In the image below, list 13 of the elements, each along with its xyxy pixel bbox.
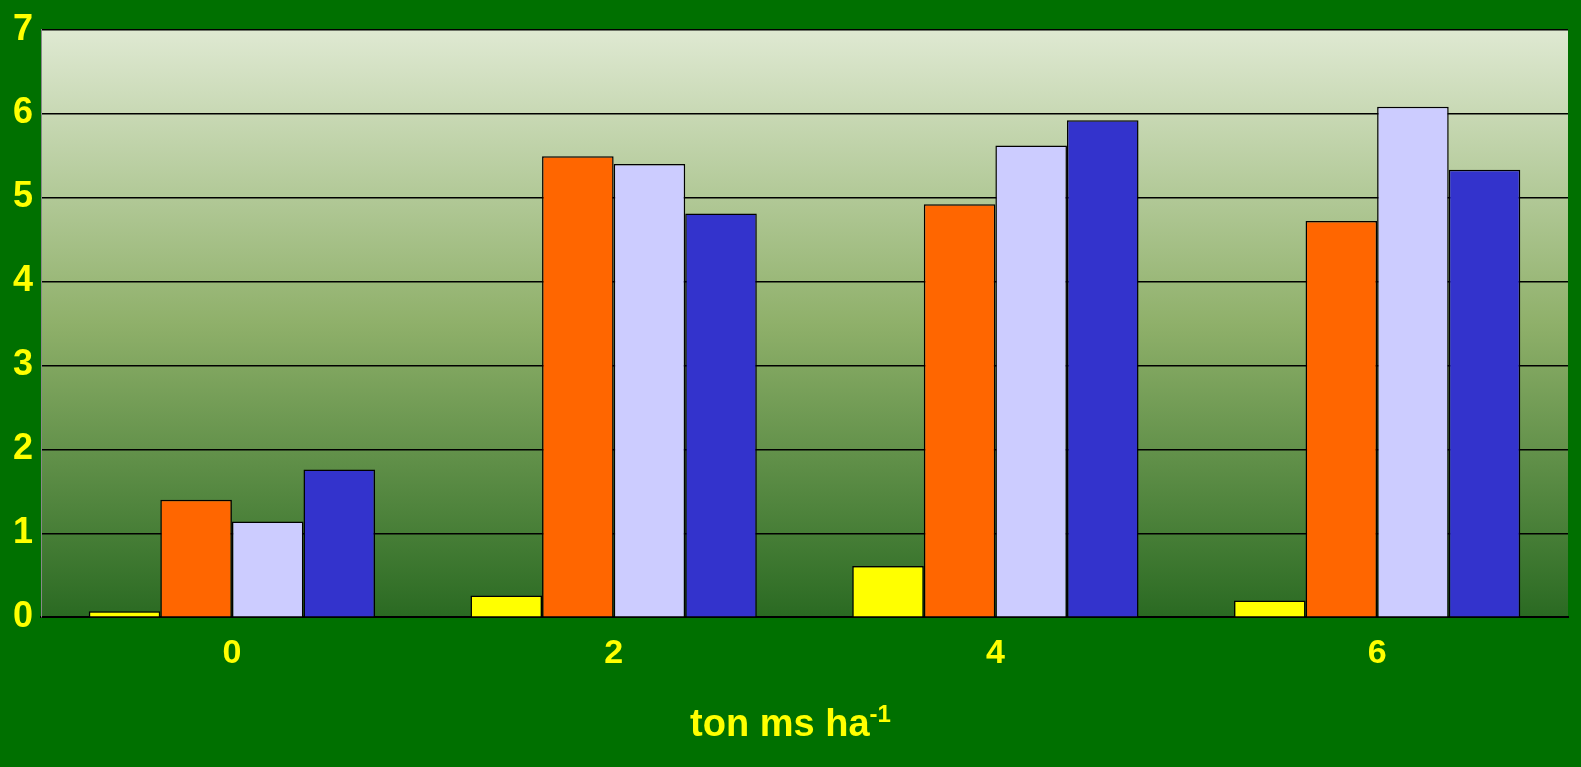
y-tick-label: 7 — [12, 6, 34, 48]
y-tick-label: 6 — [12, 90, 34, 132]
x-axis-title: ton ms ha$^{-1}$ — [689, 700, 892, 745]
x-tick-label: 0 — [222, 631, 242, 670]
x-tick-label: 6 — [1367, 631, 1387, 670]
y-tick-label: 1 — [12, 510, 34, 552]
y-tick-label: 4 — [12, 258, 34, 300]
y-tick-label: 0 — [12, 594, 34, 636]
y-tick-label: 2 — [12, 426, 34, 468]
x-tick-label: 2 — [604, 631, 624, 670]
x-tick-label: 4 — [985, 631, 1005, 670]
y-tick-label: 3 — [12, 342, 34, 384]
y-tick-label: 5 — [12, 174, 34, 216]
